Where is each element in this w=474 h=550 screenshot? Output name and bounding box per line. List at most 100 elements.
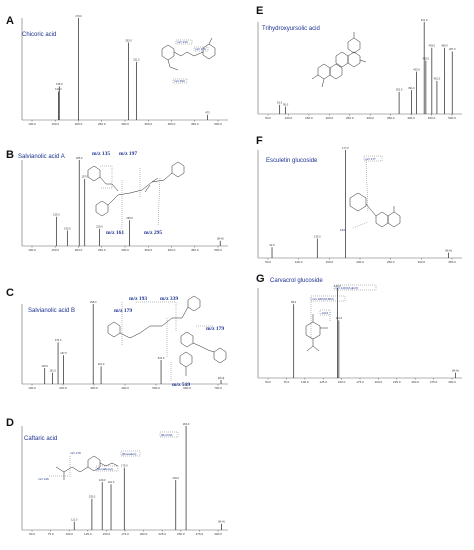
panel-letter-b: B [6, 149, 14, 161]
peak-label: [M-H] [445, 248, 452, 252]
peak-label: 161.0 [108, 480, 115, 484]
frag-label-d-4: [M-tartaric] [122, 452, 137, 456]
compound-title-b: Salvianolic acid A [18, 154, 65, 160]
peak-label: 185.0 [76, 156, 83, 160]
x-tick-label: 450.0 [191, 122, 199, 126]
x-tick-label: 100.0 [28, 248, 36, 252]
frag-label-g-2: m/z 180 [M-MO] [312, 297, 334, 301]
x-tick-label: 125.0 [84, 532, 92, 536]
frag-label-d-2: m/z 149 [38, 477, 49, 481]
x-tick-label: 50.0 [265, 260, 271, 264]
peak-label: 151.0 [336, 316, 343, 320]
x-tick-label: 100.0 [28, 386, 36, 390]
x-tick-label: 300.0 [366, 116, 374, 120]
x-tick-label: 150.0 [51, 122, 59, 126]
spectrum-plot-f: 50.0 100.0 150.0 200.0 250.0 300.0 350.0 62.0 13… [257, 146, 462, 264]
peak-label: 425.0 [423, 56, 430, 60]
x-tick-label: 150.0 [305, 116, 313, 120]
frag-label-c-3: m/z 179 [114, 308, 132, 314]
spectrum-plot-g: 50.0 75.0 100.0 125.0 150.0 175.0 200.0 225.0 25… [257, 284, 462, 384]
peak-label: 403.0 [413, 67, 420, 71]
esculetin-fragments: m/z 177 162 [340, 155, 383, 232]
salvianolic-a-fragments: m/z 135 m/z 197 m/z 161 m/z 295 [92, 151, 162, 236]
peak-label: 133.0 [55, 87, 62, 91]
panel-letter-e: E [256, 5, 263, 17]
peak-label: 81.0 [277, 101, 283, 105]
frag-label-c-5: m/z 519 [172, 382, 190, 388]
panel-g: G Carvacrol glucoside 50.0 75.0 100.0 125.0… [256, 273, 462, 384]
x-tick-label: 500.0 [152, 386, 160, 390]
peak-label: [M-H] [452, 368, 459, 372]
x-tick-label: 125.0 [319, 380, 327, 384]
panel-letter-c: C [6, 287, 14, 299]
panel-b: B Salvianolic acid A 100.0 150.0 200.0 250.… [6, 149, 228, 252]
peak-label: 161.0 [49, 369, 56, 373]
salvianolic-a-structure [87, 161, 185, 217]
x-tick-label: 200.0 [326, 116, 334, 120]
panel-f: F Esculetin glucoside 50.0 100.0 150.0 200.… [256, 135, 462, 264]
peak-label: 487.0 [449, 47, 456, 51]
x-tick-label: 300.0 [214, 532, 222, 536]
peak-label: 263.0 [183, 422, 190, 426]
x-tick-label: 400.0 [168, 248, 176, 252]
compound-title-e: Trihydroxyursolic acid [262, 26, 320, 32]
x-tick-label: 700.0 [214, 386, 222, 390]
spectrum-plot-a: 100.0 150.0 200.0 250.0 300.0 350.0 400.0 450.0… [21, 14, 228, 126]
x-tick-label: 150.0 [103, 532, 111, 536]
x-tick-label: 400.0 [168, 122, 176, 126]
x-tick-label: 225.0 [393, 380, 401, 384]
peak-label: 469.0 [441, 44, 448, 48]
frag-label-a-2: m/z 179 [195, 47, 206, 51]
peak-label: 229.0 [96, 225, 103, 229]
x-tick-label: 100.0 [301, 380, 309, 384]
x-tick-label: 250.0 [98, 122, 106, 126]
x-tick-label: 450.0 [191, 248, 199, 252]
x-tick-label: 75.0 [283, 380, 289, 384]
peak-label: 311.0 [133, 58, 140, 62]
chicoric-structure [161, 37, 216, 71]
x-tick-label: 225.0 [158, 532, 166, 536]
spectrum-plot-c: 100.0 200.0 300.0 400.0 500.0 600.0 700.0 135.0… [21, 300, 228, 390]
x-tick-label: 300.0 [121, 248, 129, 252]
x-tick-label: 500.0 [214, 248, 222, 252]
x-tick-label: 350.0 [144, 122, 152, 126]
x-tick-label: 175.0 [121, 532, 129, 536]
peak-label: 391.0 [408, 86, 415, 90]
x-tick-label: 400.0 [407, 116, 415, 120]
peak-label: 362.0 [396, 88, 403, 92]
peak-label: 451.0 [434, 77, 441, 81]
x-tick-label: 500.0 [214, 122, 222, 126]
peak-label: 159.0 [64, 226, 71, 230]
peak-label: 135.0 [53, 213, 60, 217]
salvianolic-b-structure [107, 295, 227, 376]
x-tick-label: 300.0 [90, 386, 98, 390]
peak-label: 177.0 [342, 146, 349, 150]
x-tick-label: 600.0 [183, 386, 191, 390]
peak-label: 89.0 [291, 300, 297, 304]
x-tick-label: 250.0 [346, 116, 354, 120]
frag-label-a-1: m/z 133 [177, 40, 188, 44]
spectrum-plot-b: 100.0 150.0 200.0 250.0 300.0 350.0 400.0 450.0… [21, 156, 228, 252]
frag-label-c-2: m/z 339 [160, 296, 178, 302]
peak-label: 135.0 [56, 82, 63, 86]
peak-label: 519.0 [158, 356, 165, 360]
frag-label-b-1: m/z 135 [92, 151, 110, 157]
panel-letter-d: D [6, 417, 14, 429]
peak-label: 179.0 [55, 338, 62, 342]
x-tick-label: 350.0 [448, 260, 456, 264]
frag-label-f-2: 162 [340, 228, 345, 232]
peak-label: 95.0 [283, 102, 289, 106]
frag-label-c-1: m/z 193 [129, 296, 147, 302]
x-tick-label: 250.0 [411, 380, 419, 384]
peak-label: 293.0 [125, 38, 132, 42]
peak-label: [M-H] [218, 376, 225, 380]
x-tick-label: 50.0 [29, 532, 35, 536]
x-tick-label: 250.0 [387, 260, 395, 264]
x-tick-label: 100.0 [285, 116, 293, 120]
frag-label-b-4: m/z 295 [144, 230, 162, 236]
x-tick-label: 350.0 [144, 248, 152, 252]
compound-title-g: Carvacrol glucoside [270, 278, 323, 284]
frag-label-b-3: m/z 161 [106, 230, 124, 236]
peak-label: 133.0 [314, 234, 321, 238]
x-tick-label: 300.0 [418, 260, 426, 264]
